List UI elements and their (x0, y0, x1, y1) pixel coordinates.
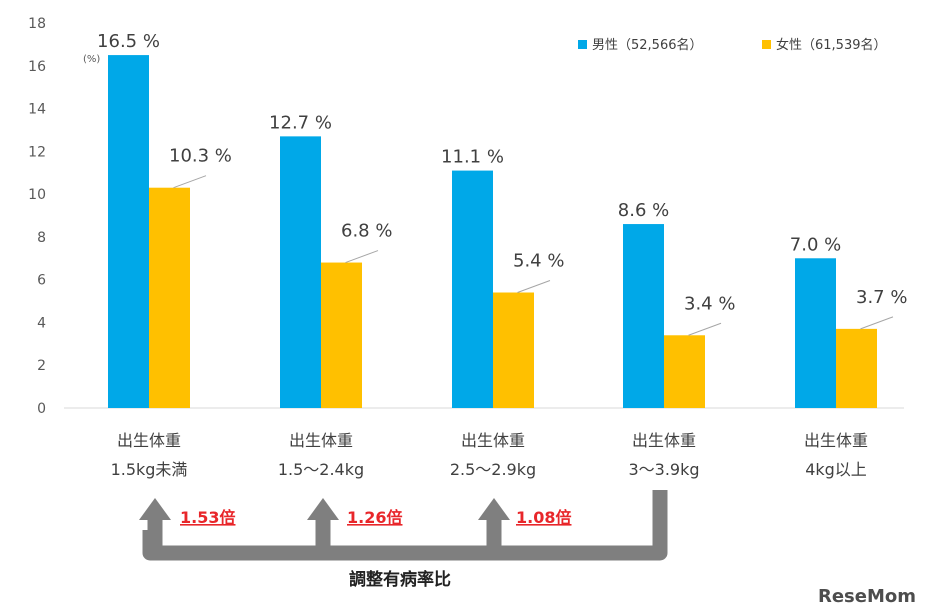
bar-female (664, 335, 705, 408)
data-label-male: 7.0 % (790, 234, 841, 255)
category-label: 出生体重 (289, 431, 353, 450)
data-label-female: 10.3 % (169, 146, 232, 167)
bar-female (149, 187, 190, 408)
y-tick-label: 6 (37, 273, 46, 289)
category-label: 4kg以上 (805, 460, 867, 479)
data-label-female: 6.8 % (341, 221, 392, 242)
category-label: 2.5～2.9kg (450, 460, 536, 479)
bar-male (452, 170, 493, 408)
leader-line (860, 316, 894, 330)
data-label-female: 5.4 % (513, 251, 564, 272)
category-label: 出生体重 (632, 431, 696, 450)
ratio-label: 1.53倍 (180, 508, 235, 527)
data-label-male: 11.1 % (441, 147, 504, 168)
y-tick-label: 18 (28, 16, 46, 32)
y-tick-label: 16 (28, 59, 46, 75)
y-tick-label: 12 (28, 144, 46, 160)
y-tick-label: 14 (28, 102, 46, 118)
category-label: 1.5～2.4kg (278, 460, 364, 479)
bar-male (108, 55, 149, 408)
data-label-male: 12.7 % (269, 112, 332, 133)
leader-line (345, 250, 379, 264)
bracket-arrow-head (139, 498, 171, 520)
data-label-female: 3.7 % (856, 287, 907, 308)
data-label-female: 3.4 % (684, 293, 735, 314)
leader-line (517, 280, 551, 293)
legend: 男性（52,566名） 女性（61,539名） (578, 37, 887, 53)
bar-female (493, 292, 534, 408)
bar-female (836, 328, 877, 408)
ratio-caption: 調整有病率比 (349, 569, 451, 590)
ratio-label: 1.08倍 (516, 508, 571, 527)
category-label: 出生体重 (461, 431, 525, 450)
bar-male (280, 136, 321, 408)
y-tick-label: 2 (37, 358, 46, 374)
y-tick-label: 4 (37, 315, 46, 331)
bar-female (321, 262, 362, 408)
legend-label-female: 女性（61,539名） (776, 37, 887, 53)
data-label-male: 16.5 % (97, 31, 160, 52)
legend-label-male: 男性（52,566名） (592, 37, 703, 53)
category-label: 出生体重 (804, 431, 868, 450)
bracket-arrow-head (307, 498, 339, 520)
data-labels: 16.5 % 12.7 % 11.1 % 8.6 % 7.0 % 10.3 % 6.8 % 5… (97, 31, 907, 336)
category-labels: 出生体重1.5kg未満出生体重1.5～2.4kg出生体重2.5～2.9kg出生体… (111, 431, 868, 479)
y-tick-label: 0 (37, 401, 46, 417)
legend-swatch-male (578, 40, 587, 49)
legend-swatch-female (762, 40, 771, 49)
y-tick-label: 10 (28, 187, 46, 203)
category-label: 出生体重 (117, 431, 181, 450)
y-unit-label: (%) (83, 54, 100, 65)
ratio-label: 1.26倍 (347, 508, 402, 527)
leader-line (688, 322, 722, 336)
bracket-arrow-head (478, 498, 510, 520)
category-label: 3～3.9kg (628, 460, 699, 479)
bars (108, 55, 877, 408)
category-label: 1.5kg未満 (111, 460, 188, 479)
leader-line (173, 175, 207, 189)
data-label-male: 8.6 % (618, 200, 669, 221)
bar-male (623, 224, 664, 408)
bar-male (795, 258, 836, 408)
ratio-bracket: 1.53倍 1.26倍 1.08倍 (139, 490, 668, 561)
y-axis: 0 2 4 6 8 10 12 14 16 18 (28, 16, 904, 417)
watermark-logo: ReseMom (818, 586, 916, 607)
y-tick-label: 8 (37, 230, 46, 246)
